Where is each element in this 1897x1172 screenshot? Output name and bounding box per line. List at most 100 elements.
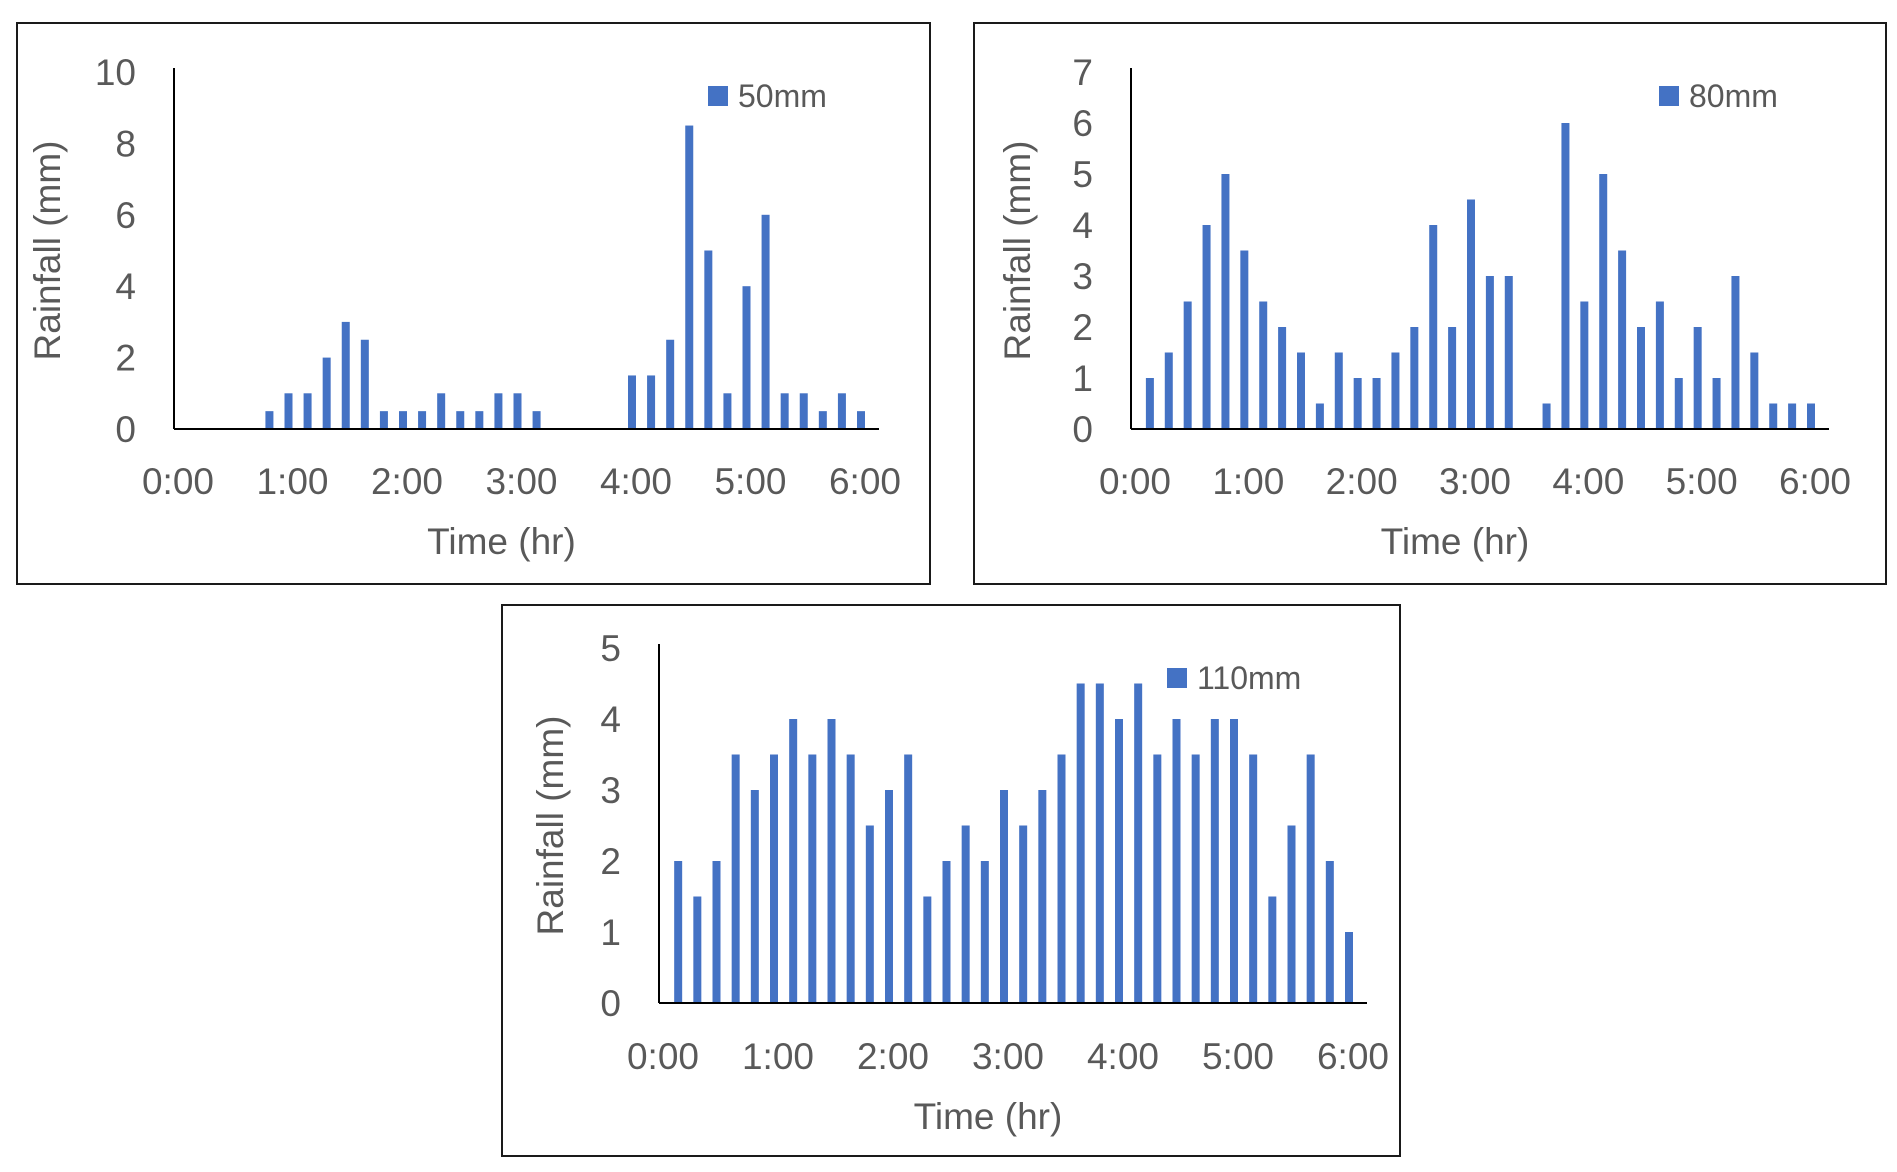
- x-tick-label: 6:00: [1317, 1036, 1389, 1077]
- legend-label: 50mm: [738, 78, 827, 114]
- x-tick-label: 1:00: [1212, 461, 1284, 502]
- y-tick-label: 1: [1072, 358, 1093, 399]
- bar: [1334, 352, 1343, 429]
- x-tick-label: 1:00: [256, 461, 328, 502]
- bar: [1038, 790, 1047, 1003]
- rainfall-chart-80mm: 0 1 2 3 4 5 6 7 0:00 1:00 2:00 3:00 4:00 5:00 6:00 Time…: [997, 52, 1851, 562]
- bar: [1230, 719, 1238, 1003]
- x-tick-label: 2:00: [371, 461, 443, 502]
- bar: [303, 393, 312, 429]
- bar: [1769, 403, 1778, 429]
- bar: [789, 719, 798, 1003]
- y-tick-label: 4: [1072, 205, 1093, 246]
- bar: [1485, 276, 1494, 429]
- bar: [1153, 754, 1162, 1003]
- bar: [456, 411, 465, 429]
- chart-panel-50mm: 0 2 4 6 8 10 0:00 1:00 2:00 3:00 4:00 5:00 6:00 Time …: [16, 22, 931, 585]
- x-axis-title: Time (hr): [914, 1096, 1063, 1137]
- bar: [1259, 301, 1268, 429]
- y-tick-label: 5: [1072, 154, 1093, 195]
- bar: [1172, 719, 1181, 1003]
- bar: [647, 375, 656, 429]
- y-tick-label: 2: [1072, 307, 1093, 348]
- bar: [1750, 352, 1759, 429]
- bar: [799, 393, 808, 429]
- y-axis-title: Rainfall (mm): [27, 141, 68, 361]
- bar: [1306, 754, 1315, 1003]
- bar: [1202, 225, 1211, 429]
- y-tick-label: 8: [115, 123, 136, 164]
- bar: [1788, 403, 1797, 429]
- x-tick-label: 0:00: [1099, 461, 1171, 502]
- y-tick-label: 0: [1072, 409, 1093, 450]
- bar-group: [1145, 123, 1815, 429]
- bar: [885, 790, 893, 1003]
- bar: [1278, 327, 1287, 429]
- bar: [750, 790, 759, 1003]
- y-tick-label: 3: [1072, 256, 1093, 297]
- bar: [666, 339, 675, 429]
- y-tick-label: 0: [115, 409, 136, 450]
- bar: [1095, 683, 1104, 1003]
- bar: [1410, 327, 1419, 429]
- bar: [1210, 719, 1219, 1003]
- bar: [1599, 174, 1608, 429]
- bar: [1183, 301, 1192, 429]
- bar: [1164, 352, 1173, 429]
- chart-panel-110mm: 0 1 2 3 4 5 0:00 1:00 2:00 3:00 4:00 5:00 6:00 Time (…: [501, 604, 1401, 1157]
- x-tick-label: 2:00: [1326, 461, 1398, 502]
- bar: [1372, 378, 1381, 429]
- x-tick-label: 5:00: [1202, 1036, 1274, 1077]
- bar: [818, 411, 827, 429]
- y-tick-label: 7: [1072, 52, 1093, 93]
- legend: 50mm: [708, 78, 827, 114]
- x-tick-label: 3:00: [485, 461, 557, 502]
- legend-swatch: [1167, 668, 1187, 688]
- bar: [1076, 683, 1085, 1003]
- bar: [532, 411, 541, 429]
- bar: [1637, 327, 1645, 429]
- bar: [1145, 378, 1154, 429]
- rainfall-chart-110mm: 0 1 2 3 4 5 0:00 1:00 2:00 3:00 4:00 5:00 6:00 Time (…: [530, 628, 1389, 1137]
- bar: [846, 754, 855, 1003]
- bar: [1655, 301, 1664, 429]
- legend: 80mm: [1659, 78, 1778, 114]
- bar: [1731, 276, 1740, 429]
- bar: [1287, 825, 1296, 1003]
- legend-swatch: [1659, 86, 1679, 106]
- x-tick-label: 3:00: [1439, 461, 1511, 502]
- bar: [1019, 825, 1028, 1003]
- bar: [1807, 403, 1815, 429]
- bar: [1542, 403, 1551, 429]
- bar: [399, 411, 407, 429]
- bar: [1000, 790, 1008, 1003]
- bar: [1467, 199, 1475, 429]
- x-tick-label: 4:00: [600, 461, 672, 502]
- rainfall-chart-50mm: 0 2 4 6 8 10 0:00 1:00 2:00 3:00 4:00 5:00 6:00 Time …: [27, 52, 901, 562]
- bar: [1325, 861, 1334, 1003]
- bar: [475, 411, 484, 429]
- bar: [1353, 378, 1362, 429]
- bar: [837, 393, 846, 429]
- bar: [1712, 378, 1721, 429]
- bar: [865, 825, 874, 1003]
- bar: [1134, 683, 1143, 1003]
- x-tick-label: 0:00: [142, 461, 214, 502]
- bar: [1429, 225, 1438, 429]
- x-tick-label: 5:00: [1666, 461, 1738, 502]
- bar: [418, 411, 427, 429]
- x-axis-title: Time (hr): [427, 521, 576, 562]
- y-tick-label: 4: [600, 699, 621, 740]
- bar: [1448, 327, 1457, 429]
- bar: [1561, 123, 1570, 429]
- bar: [685, 125, 694, 430]
- bar: [712, 861, 721, 1003]
- bar: [857, 411, 865, 429]
- y-tick-label: 3: [600, 770, 621, 811]
- bar: [437, 393, 446, 429]
- bar: [1674, 378, 1683, 429]
- bar: [360, 339, 369, 429]
- bar: [742, 286, 751, 429]
- legend-label: 80mm: [1689, 78, 1778, 114]
- bar: [1297, 352, 1305, 429]
